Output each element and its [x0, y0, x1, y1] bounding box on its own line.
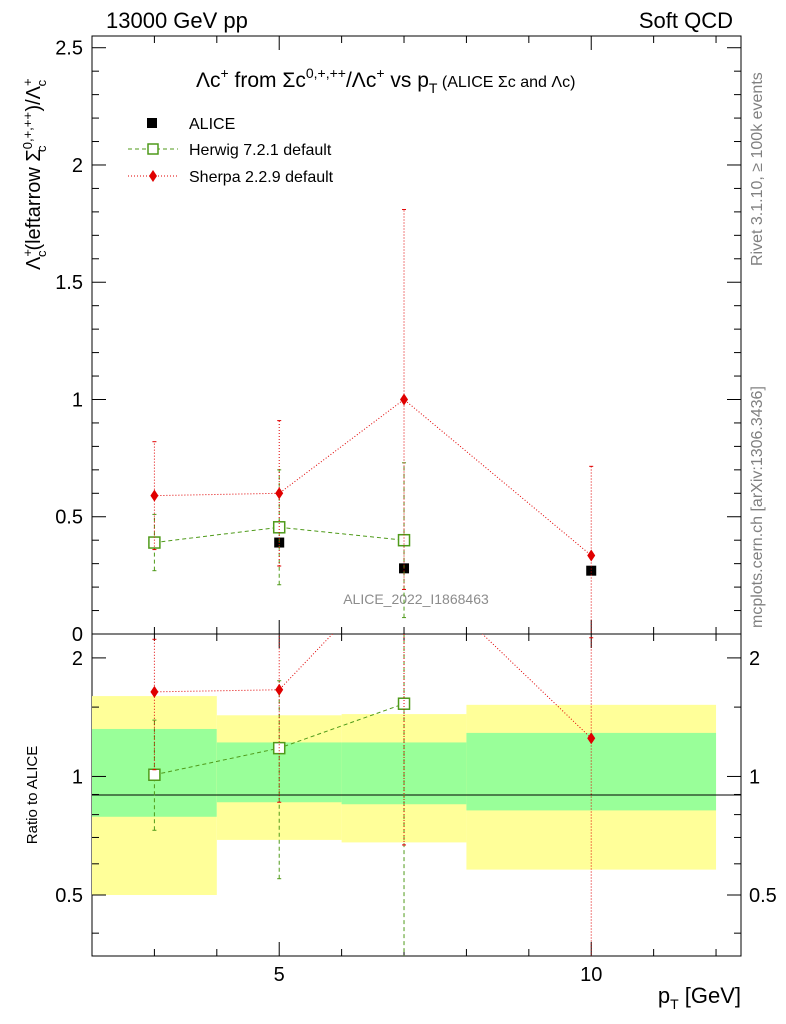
main-ytick-label: 0.5 [55, 507, 83, 529]
main-ylabel: Λ+c(leftarrow Σ0,+,++c)/Λ+c [20, 78, 49, 270]
ratio-band-inner-3 [466, 732, 717, 811]
ratio-ytick-label-right: 1 [749, 766, 760, 788]
main-sherpa-point-marker [275, 487, 284, 500]
ratio-ytick-label-left: 2 [72, 648, 83, 670]
ratio-ytick-label-right: 2 [749, 648, 760, 670]
ratio-ylabel: Ratio to ALICE [24, 746, 41, 844]
ratio-sherpa-point-marker [150, 685, 159, 698]
ratio-herwig-point-marker [148, 768, 161, 781]
main-title: Λc+ from Σc0,+,++/Λc+ vs pT (ALICE Σc an… [196, 65, 575, 96]
main-ytick-label: 1.5 [55, 272, 83, 294]
legend: ALICE Herwig 7.2.1 default Sherpa 2.2.9 … [128, 116, 334, 186]
ratio-ytick-label-right: 0.5 [749, 885, 777, 907]
main-ytick-label: 2.5 [55, 38, 83, 60]
main-sherpa-line [154, 398, 592, 556]
main-ytick-label: 2 [72, 155, 83, 177]
rivet-label: Rivet 3.1.10, ≥ 100k events [749, 72, 766, 266]
header-right: Soft QCD [639, 8, 733, 33]
legend-marker-alice [147, 118, 157, 128]
mcplots-label: mcplots.cern.ch [arXiv:1306.3436] [749, 386, 766, 628]
ratio-sherpa-point-marker [275, 683, 284, 696]
ratio-ytick-label-left: 0.5 [55, 885, 83, 907]
main-series [148, 209, 597, 634]
legend-label-sherpa: Sherpa 2.2.9 default [189, 169, 334, 186]
main-axes: 0.5 1 1.5 2 2.5 0 [55, 36, 741, 646]
ratio-xtick-label: 10 [580, 964, 602, 986]
main-alice-point-marker [586, 565, 597, 576]
main-sherpa-point-marker [150, 489, 159, 502]
ratio-xtick-label: 5 [274, 964, 285, 986]
legend-label-herwig: Herwig 7.2.1 default [189, 142, 332, 159]
main-sherpa-point-marker [587, 549, 596, 562]
x-axis-label: pT [GeV] [658, 983, 741, 1012]
ratio-series [148, 634, 596, 956]
header-left: 13000 GeV pp [106, 8, 248, 33]
legend-marker-sherpa [149, 170, 157, 182]
legend-label-alice: ALICE [189, 116, 235, 133]
watermark: ALICE_2022_I1868463 [343, 591, 489, 607]
main-ytick-label-zero: 0 [72, 624, 83, 646]
legend-marker-herwig [147, 143, 159, 155]
main-ytick-label: 1 [72, 389, 83, 411]
main-sherpa-point-marker [400, 393, 409, 406]
ratio-sherpa-line [154, 634, 592, 739]
ratio-ytick-label-left: 1 [72, 766, 83, 788]
ratio-sherpa-point-marker [587, 732, 596, 745]
